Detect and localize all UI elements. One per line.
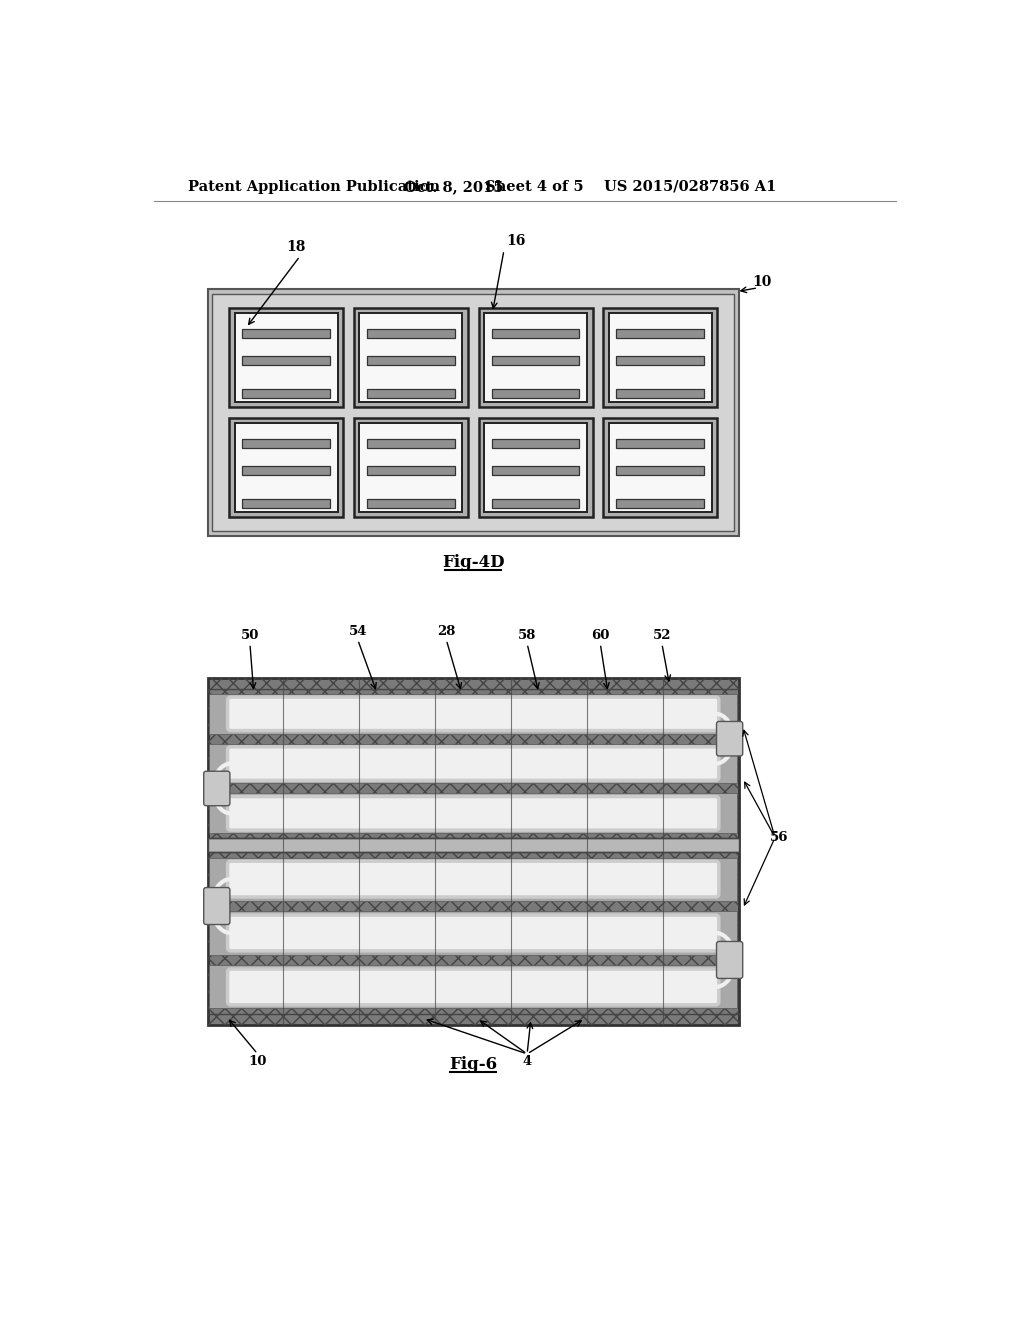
FancyBboxPatch shape bbox=[616, 355, 705, 364]
FancyBboxPatch shape bbox=[616, 499, 705, 508]
FancyBboxPatch shape bbox=[209, 743, 737, 784]
Text: 18: 18 bbox=[287, 240, 306, 253]
FancyBboxPatch shape bbox=[208, 289, 739, 536]
Text: 52: 52 bbox=[652, 630, 671, 643]
FancyBboxPatch shape bbox=[367, 355, 455, 364]
Text: 54: 54 bbox=[348, 626, 367, 639]
FancyBboxPatch shape bbox=[212, 294, 734, 531]
Text: 4: 4 bbox=[522, 1055, 531, 1068]
Text: 58: 58 bbox=[518, 630, 537, 643]
FancyBboxPatch shape bbox=[227, 915, 719, 950]
FancyBboxPatch shape bbox=[229, 418, 343, 517]
FancyBboxPatch shape bbox=[603, 308, 717, 407]
FancyBboxPatch shape bbox=[243, 355, 330, 364]
Text: Oct. 8, 2015: Oct. 8, 2015 bbox=[403, 180, 504, 194]
FancyBboxPatch shape bbox=[229, 308, 343, 407]
Text: 10: 10 bbox=[753, 275, 772, 289]
FancyBboxPatch shape bbox=[616, 440, 705, 447]
FancyBboxPatch shape bbox=[492, 499, 580, 508]
FancyBboxPatch shape bbox=[478, 308, 593, 407]
FancyBboxPatch shape bbox=[608, 424, 712, 512]
FancyBboxPatch shape bbox=[243, 440, 330, 447]
FancyBboxPatch shape bbox=[616, 329, 705, 338]
FancyBboxPatch shape bbox=[492, 389, 580, 397]
FancyBboxPatch shape bbox=[209, 858, 737, 900]
FancyBboxPatch shape bbox=[492, 466, 580, 475]
FancyBboxPatch shape bbox=[209, 911, 737, 954]
FancyBboxPatch shape bbox=[227, 861, 719, 898]
Text: Fig-4D: Fig-4D bbox=[442, 554, 505, 572]
FancyBboxPatch shape bbox=[208, 678, 739, 1024]
FancyBboxPatch shape bbox=[478, 418, 593, 517]
FancyBboxPatch shape bbox=[367, 466, 455, 475]
FancyBboxPatch shape bbox=[209, 793, 737, 833]
FancyBboxPatch shape bbox=[484, 424, 587, 512]
Text: 60: 60 bbox=[591, 630, 609, 643]
Text: 10: 10 bbox=[249, 1055, 267, 1068]
FancyBboxPatch shape bbox=[204, 887, 230, 924]
Text: 28: 28 bbox=[437, 626, 456, 639]
FancyBboxPatch shape bbox=[354, 308, 468, 407]
FancyBboxPatch shape bbox=[208, 838, 739, 853]
Text: Fig-6: Fig-6 bbox=[450, 1056, 498, 1073]
FancyBboxPatch shape bbox=[616, 466, 705, 475]
FancyBboxPatch shape bbox=[209, 694, 737, 734]
FancyBboxPatch shape bbox=[359, 313, 463, 401]
FancyBboxPatch shape bbox=[209, 965, 737, 1008]
Text: 50: 50 bbox=[241, 630, 259, 643]
FancyBboxPatch shape bbox=[484, 313, 587, 401]
Text: Sheet 4 of 5: Sheet 4 of 5 bbox=[484, 180, 584, 194]
FancyBboxPatch shape bbox=[359, 424, 463, 512]
FancyBboxPatch shape bbox=[367, 440, 455, 447]
FancyBboxPatch shape bbox=[234, 313, 338, 401]
FancyBboxPatch shape bbox=[367, 499, 455, 508]
Text: Patent Application Publication: Patent Application Publication bbox=[188, 180, 440, 194]
FancyBboxPatch shape bbox=[717, 722, 742, 756]
Text: 56: 56 bbox=[770, 832, 788, 843]
FancyBboxPatch shape bbox=[243, 329, 330, 338]
FancyBboxPatch shape bbox=[227, 697, 719, 730]
FancyBboxPatch shape bbox=[608, 313, 712, 401]
FancyBboxPatch shape bbox=[243, 466, 330, 475]
Text: US 2015/0287856 A1: US 2015/0287856 A1 bbox=[604, 180, 776, 194]
FancyBboxPatch shape bbox=[204, 771, 230, 805]
FancyBboxPatch shape bbox=[717, 941, 742, 978]
FancyBboxPatch shape bbox=[492, 440, 580, 447]
FancyBboxPatch shape bbox=[603, 418, 717, 517]
FancyBboxPatch shape bbox=[243, 499, 330, 508]
FancyBboxPatch shape bbox=[227, 747, 719, 780]
FancyBboxPatch shape bbox=[367, 329, 455, 338]
FancyBboxPatch shape bbox=[616, 389, 705, 397]
FancyBboxPatch shape bbox=[227, 796, 719, 830]
FancyBboxPatch shape bbox=[354, 418, 468, 517]
Text: 16: 16 bbox=[506, 234, 525, 248]
FancyBboxPatch shape bbox=[234, 424, 338, 512]
FancyBboxPatch shape bbox=[367, 389, 455, 397]
FancyBboxPatch shape bbox=[227, 969, 719, 1005]
FancyBboxPatch shape bbox=[492, 329, 580, 338]
FancyBboxPatch shape bbox=[243, 389, 330, 397]
FancyBboxPatch shape bbox=[492, 355, 580, 364]
